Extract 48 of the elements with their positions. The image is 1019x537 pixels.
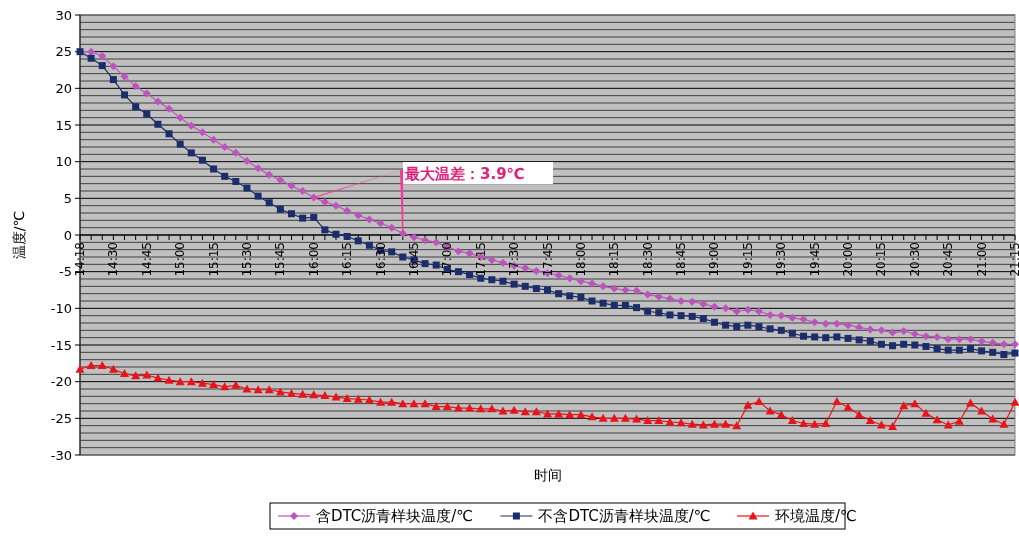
x-tick-label: 19:00 bbox=[707, 242, 722, 277]
x-tick-label: 20:15 bbox=[874, 242, 889, 277]
x-tick-label: 18:00 bbox=[573, 242, 588, 277]
x-tick-label: 16:15 bbox=[340, 242, 355, 277]
y-tick-label: -25 bbox=[50, 410, 72, 426]
x-tick-label: 18:30 bbox=[640, 242, 655, 277]
y-tick-label: -10 bbox=[50, 300, 72, 316]
y-tick-label: 20 bbox=[55, 80, 72, 96]
x-tick-label: 15:30 bbox=[239, 242, 254, 277]
y-tick-label: 15 bbox=[55, 117, 72, 133]
y-tick-label: 30 bbox=[55, 7, 72, 23]
x-tick-label: 17:00 bbox=[440, 242, 455, 277]
y-tick-label: 5 bbox=[63, 190, 72, 206]
x-tick-label: 15:00 bbox=[173, 242, 188, 277]
y-tick-label: 0 bbox=[63, 227, 72, 243]
x-tick-label: 17:15 bbox=[473, 242, 488, 277]
legend-label: 环境温度/℃ bbox=[775, 507, 857, 526]
x-tick-label: 14:30 bbox=[106, 242, 121, 277]
y-tick-label: -20 bbox=[50, 374, 72, 390]
x-tick-label: 18:45 bbox=[674, 242, 689, 277]
annotation: 最大温差：3.9℃ bbox=[404, 165, 525, 183]
y-tick-label: -15 bbox=[50, 337, 72, 353]
x-axis-title: 时间 bbox=[533, 467, 562, 483]
x-tick-label: 20:45 bbox=[941, 242, 956, 277]
x-tick-label: 18:15 bbox=[607, 242, 622, 277]
x-tick-label: 17:45 bbox=[540, 242, 555, 277]
x-tick-label: 19:15 bbox=[740, 242, 755, 277]
legend-label: 不含DTC沥青样块温度/℃ bbox=[538, 507, 711, 526]
y-tick-label: 10 bbox=[55, 154, 72, 170]
y-tick-label: -5 bbox=[59, 264, 72, 280]
x-tick-label: 15:15 bbox=[206, 242, 221, 277]
x-tick-label: 21:00 bbox=[974, 242, 989, 277]
x-tick-label: 14:45 bbox=[139, 242, 154, 277]
x-tick-label: 16:00 bbox=[306, 242, 321, 277]
y-tick-label: -30 bbox=[50, 447, 72, 463]
x-tick-label: 19:30 bbox=[774, 242, 789, 277]
x-tick-label: 20:30 bbox=[907, 242, 922, 277]
x-tick-label: 19:45 bbox=[807, 242, 822, 277]
y-tick-label: 25 bbox=[55, 44, 72, 60]
legend-label: 含DTC沥青样块温度/℃ bbox=[316, 507, 474, 526]
x-tick-label: 21:15 bbox=[1008, 242, 1019, 277]
x-tick-label: 14:18 bbox=[73, 242, 87, 277]
x-tick-label: 16:30 bbox=[373, 242, 388, 277]
x-tick-label: 16:45 bbox=[406, 242, 421, 277]
x-tick-label: 15:45 bbox=[273, 242, 288, 277]
y-axis-title: 温度/℃ bbox=[11, 210, 27, 260]
x-tick-label: 20:00 bbox=[841, 242, 856, 277]
x-tick-label: 17:30 bbox=[507, 242, 522, 277]
